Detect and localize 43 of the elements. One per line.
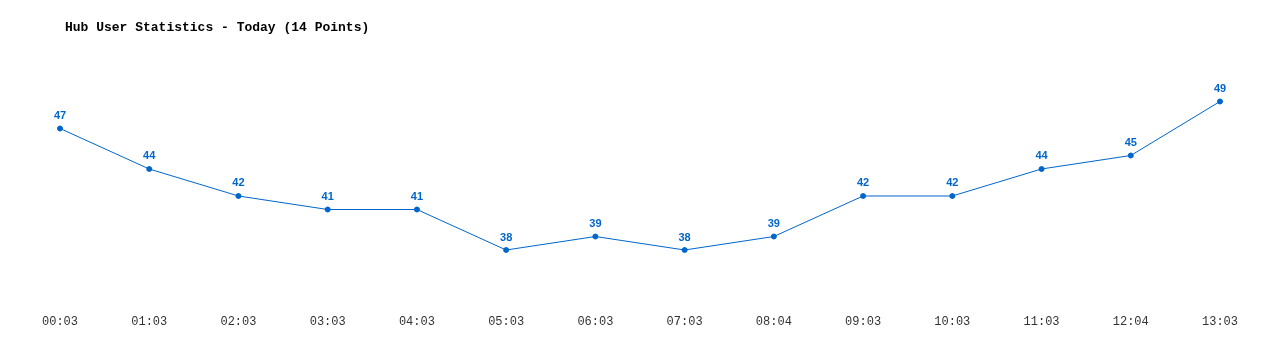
data-label: 39 (767, 217, 780, 230)
data-label: 39 (589, 217, 602, 230)
point (1038, 165, 1045, 172)
x-tick-label: 02:03 (220, 315, 257, 329)
point (146, 165, 153, 172)
x-tick-label: 11:03 (1023, 315, 1060, 329)
data-label: 45 (1124, 135, 1137, 148)
data-label: 44 (1035, 149, 1049, 162)
x-tick-label: 13:03 (1201, 315, 1239, 329)
data-label: 42 (232, 176, 245, 189)
point (1127, 152, 1134, 159)
x-tick-label: 09:03 (845, 315, 882, 329)
point (949, 193, 956, 199)
x-tick-label: 07:03 (666, 315, 703, 329)
data-label: 44 (143, 149, 157, 162)
point (57, 125, 63, 132)
x-tick-label: 12:04 (1112, 315, 1149, 329)
x-tick-label: 05:03 (488, 315, 525, 329)
data-label: 38 (678, 230, 691, 243)
x-tick-label: 06:03 (577, 315, 614, 329)
point (592, 233, 599, 240)
x-tick-label: 04:03 (398, 315, 435, 329)
data-label: 42 (946, 176, 959, 189)
x-tick-label: 00:03 (41, 315, 79, 329)
x-tick-label: 03:03 (309, 315, 346, 329)
data-label: 41 (410, 190, 424, 202)
point (1217, 98, 1223, 105)
x-tick-label: 08:04 (755, 315, 792, 329)
point (235, 193, 242, 199)
data-label: 47 (53, 108, 67, 121)
point (324, 206, 331, 213)
x-tick-label: 10:03 (934, 315, 971, 329)
point (413, 206, 420, 213)
x-tick-label: 01:03 (131, 315, 168, 329)
data-label: 42 (856, 176, 870, 189)
data-label: 49 (1213, 81, 1227, 94)
point (503, 247, 510, 254)
point (860, 193, 867, 199)
chart-title: Hub User Statistics - Today (14 Points) (65, 20, 370, 35)
point (681, 247, 688, 254)
point (770, 233, 777, 240)
data-label: 41 (321, 190, 334, 202)
data-label: 38 (500, 230, 513, 243)
